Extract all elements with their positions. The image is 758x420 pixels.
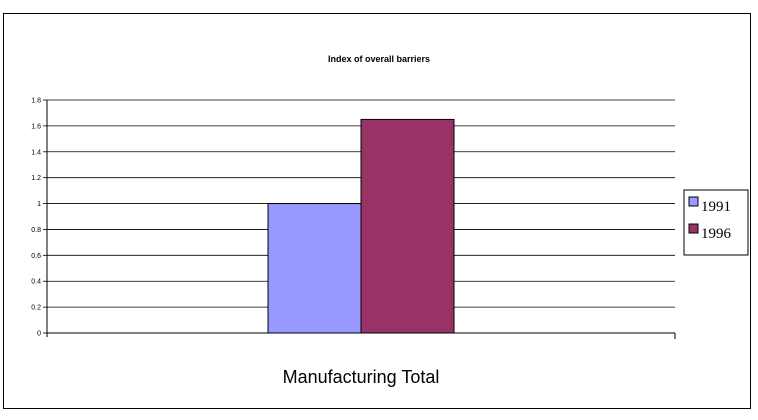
bars: [267, 118, 455, 334]
legend-label-1991: 1991: [701, 199, 731, 215]
chart-title: Index of overall barriers: [328, 54, 430, 64]
y-tick-label-1: 0.2: [31, 305, 41, 312]
axes: [43, 99, 676, 339]
bar-1991: [267, 203, 362, 334]
legend-swatch-1996: [688, 223, 699, 234]
y-tick-label-4: 0.8: [31, 227, 41, 234]
y-tick-label-2: 0.4: [31, 279, 41, 286]
x-category-label: Manufacturing Total: [283, 367, 440, 387]
y-tick-label-9: 1.8: [31, 98, 41, 105]
y-tick-label-0: 0: [37, 331, 41, 338]
y-tick-label-6: 1.2: [31, 175, 41, 182]
legend-box: [683, 189, 749, 256]
legend-label-1996: 1996: [701, 226, 732, 242]
bar-1996: [360, 118, 455, 334]
y-tick-label-3: 0.6: [31, 253, 41, 260]
y-tick-label-5: 1: [37, 201, 41, 208]
y-tick-label-8: 1.6: [31, 123, 41, 130]
y-tick-label-7: 1.4: [31, 149, 41, 156]
legend: 1991 1996: [683, 189, 749, 256]
y-tick-labels: 0 0.2 0.4 0.6 0.8 1 1.2 1.4 1.6 1.8: [31, 98, 41, 338]
legend-swatch-1991: [688, 196, 699, 207]
